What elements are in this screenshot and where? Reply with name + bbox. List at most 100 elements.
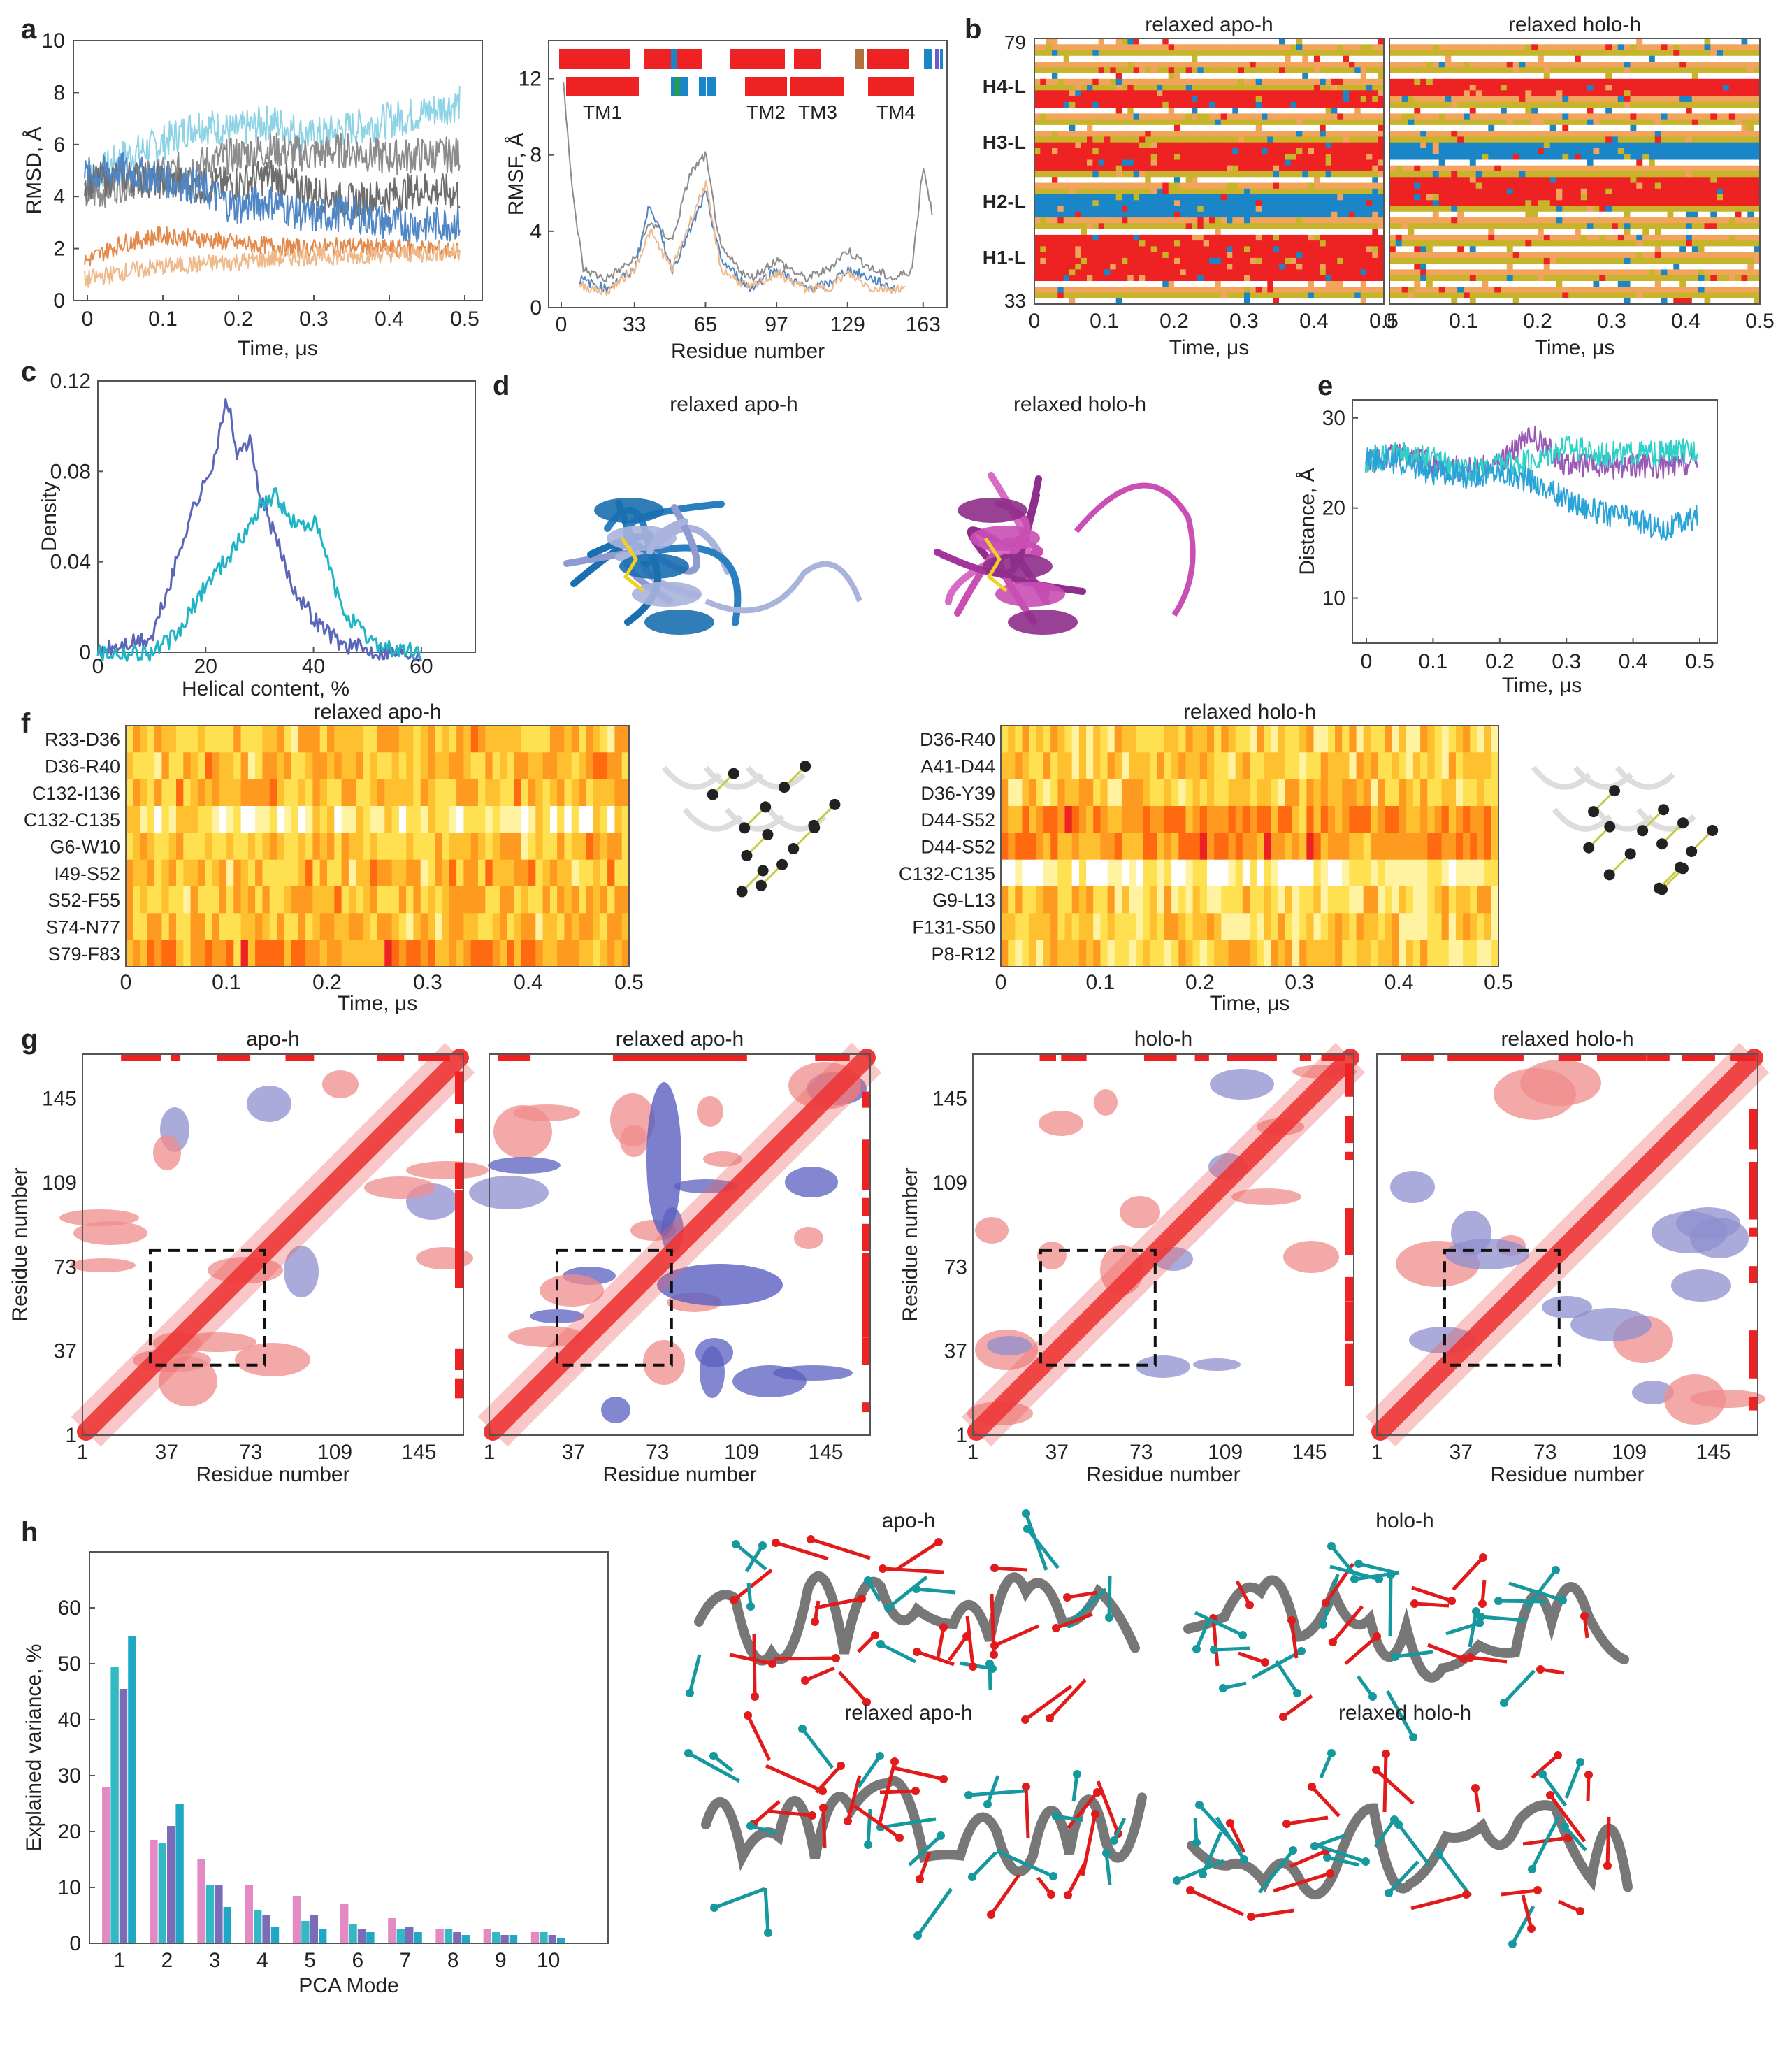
ss-cell xyxy=(1538,108,1545,114)
ss-cell xyxy=(1464,165,1471,172)
ss-cell xyxy=(1110,50,1117,57)
ss-cell xyxy=(1642,154,1649,160)
ss-cell xyxy=(1127,101,1134,108)
ss-cell xyxy=(1747,154,1754,160)
ss-cell xyxy=(1667,38,1674,45)
ss-cell xyxy=(1389,159,1396,166)
ss-cell xyxy=(1139,292,1146,299)
ss-cell xyxy=(1157,194,1163,201)
ss-cell xyxy=(1162,177,1169,183)
ss-cell xyxy=(1612,171,1619,178)
ss-cell xyxy=(1250,55,1257,62)
ss-cell xyxy=(1262,246,1268,253)
ss-cell xyxy=(1698,159,1705,166)
ss-cell xyxy=(1209,108,1215,114)
ss-cell xyxy=(1735,159,1742,166)
ss-cell xyxy=(1185,55,1192,62)
ss-cell xyxy=(1754,154,1761,160)
ss-cell xyxy=(1244,229,1250,236)
ss-cell xyxy=(1285,38,1292,45)
ss-cell xyxy=(1723,124,1730,131)
ss-cell xyxy=(1162,281,1169,287)
ss-cell xyxy=(1104,73,1111,80)
ss-cell xyxy=(1337,85,1344,91)
ss-cell xyxy=(1314,171,1320,178)
ss-cell xyxy=(1661,211,1668,218)
ss-cell xyxy=(1519,73,1526,80)
ss-cell xyxy=(1157,165,1163,172)
ss-cell xyxy=(1451,131,1458,137)
ss-cell xyxy=(1354,252,1361,259)
ss-cell xyxy=(1704,119,1711,126)
ss-cell xyxy=(1262,85,1268,91)
ss-cell xyxy=(1580,194,1588,201)
ss-cell xyxy=(1686,234,1693,241)
ss-cell xyxy=(1290,211,1297,218)
ss-cell xyxy=(1735,85,1742,91)
ss-cell xyxy=(1531,159,1538,166)
ss-cell xyxy=(1133,154,1140,160)
ss-cell xyxy=(1168,96,1175,103)
ss-cell xyxy=(1133,38,1140,45)
ss-cell xyxy=(1133,240,1140,247)
ss-cell xyxy=(1115,298,1122,305)
ss-cell xyxy=(1232,287,1239,293)
ss-cell xyxy=(1426,55,1433,62)
ss-cell xyxy=(1630,148,1637,154)
ss-cell xyxy=(1636,182,1643,189)
ss-cell xyxy=(1501,50,1508,57)
ss-cell xyxy=(1457,159,1464,166)
ss-cell xyxy=(1168,200,1175,206)
ss-cell xyxy=(1285,44,1292,50)
ss-cell xyxy=(1052,206,1058,213)
ss-cell xyxy=(1331,217,1338,224)
ss-cell xyxy=(1232,182,1239,189)
ss-cell xyxy=(1735,171,1742,178)
ss-cell xyxy=(1133,206,1140,213)
ss-cell xyxy=(1378,159,1385,166)
ss-cell xyxy=(1354,131,1361,137)
ss-cell xyxy=(1494,229,1501,236)
ss-cell xyxy=(1556,194,1563,201)
ss-cell xyxy=(1197,108,1204,114)
ss-cell xyxy=(1185,142,1192,149)
ss-cell xyxy=(1698,171,1705,178)
ss-cell xyxy=(1115,50,1122,57)
ss-cell xyxy=(1320,275,1327,282)
ss-cell xyxy=(1378,194,1385,201)
ss-cell xyxy=(1717,200,1724,206)
ss-cell xyxy=(1092,264,1099,270)
ss-cell xyxy=(1285,229,1292,236)
ss-cell xyxy=(1285,234,1292,241)
ss-cell xyxy=(1115,67,1122,73)
ss-cell xyxy=(1717,78,1724,85)
ss-cell xyxy=(1227,119,1233,126)
ss-cell xyxy=(1408,165,1415,172)
ss-cell xyxy=(1250,182,1257,189)
ss-cell xyxy=(1587,240,1594,247)
ss-cell xyxy=(1575,206,1582,213)
ss-cell xyxy=(1438,223,1446,229)
ss-cell xyxy=(1092,177,1099,183)
ss-cell xyxy=(1092,131,1099,137)
ss-cell xyxy=(1587,131,1594,137)
ss-cell xyxy=(1302,252,1309,259)
ss-cell xyxy=(1605,182,1612,189)
ss-cell xyxy=(1747,124,1754,131)
ss-cell xyxy=(1617,234,1625,241)
ss-cell xyxy=(1401,136,1409,143)
ss-cell xyxy=(1203,55,1210,62)
ss-cell xyxy=(1679,229,1686,236)
ss-cell xyxy=(1649,90,1656,96)
ss-cell xyxy=(1174,217,1180,224)
ss-cell xyxy=(1649,229,1656,236)
ss-cell xyxy=(1420,154,1427,160)
ss-cell xyxy=(1432,85,1440,91)
ss-cell xyxy=(1723,211,1730,218)
ss-cell xyxy=(1395,62,1403,68)
ss-cell xyxy=(1262,38,1268,45)
ss-cell xyxy=(1438,188,1446,195)
ss-cell xyxy=(1438,62,1446,68)
ss-cell xyxy=(1220,90,1227,96)
ss-cell xyxy=(1302,154,1309,160)
